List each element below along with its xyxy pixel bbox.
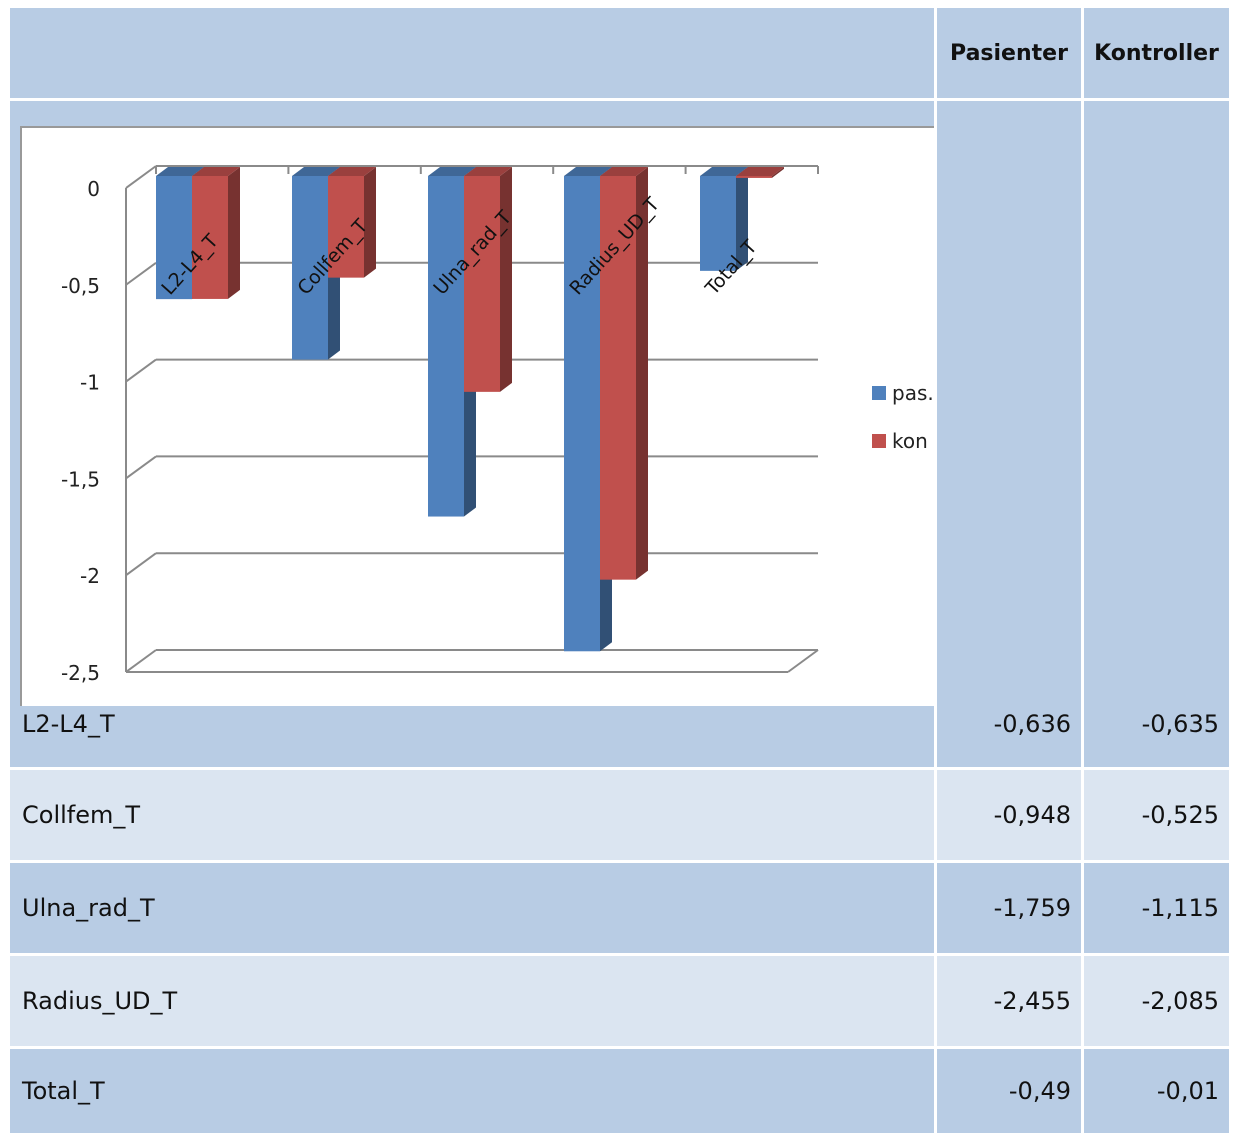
- gridline-depth: [125, 358, 157, 383]
- bar-pas-Ulna_rad_T: [428, 176, 464, 517]
- row-ulna-rad-kontroller: -1,115: [1084, 863, 1229, 953]
- row-label-total: Total_T: [10, 1049, 934, 1133]
- header-blank-cell: [10, 8, 934, 98]
- row-l2-l4-pasienter: -0,636: [937, 680, 1081, 767]
- y-tick-label: -2,5: [61, 661, 100, 685]
- row-l2-l4-kontroller: -0,635: [1084, 680, 1229, 767]
- row-total-kontroller: -0,01: [1084, 1049, 1229, 1133]
- y-tick-label: -1,5: [61, 467, 100, 491]
- bar-side-pas-Total_T: [736, 167, 748, 271]
- bar-kon-Collfem_T: [328, 176, 364, 278]
- gridline-depth: [125, 165, 157, 189]
- row-radius-ud-kontroller: -2,085: [1084, 956, 1229, 1046]
- bar-pas-Total_T: [700, 176, 736, 271]
- bar-top-kon-Total_T: [736, 167, 784, 176]
- bar-top-kon-Collfem_T: [328, 167, 376, 176]
- bar-top-kon-Ulna_rad_T: [464, 167, 512, 176]
- y-tick-label: 0: [87, 177, 100, 201]
- legend-swatch-pas: [872, 386, 886, 400]
- floor-side-edge: [787, 649, 819, 673]
- gridline-depth: [125, 455, 157, 480]
- row-radius-ud-pasienter: -2,455: [937, 956, 1081, 1046]
- row-collfem-kontroller: -0,525: [1084, 770, 1229, 860]
- bar-side-kon-Collfem_T: [364, 167, 376, 278]
- bar-top-kon-L2-L4_T: [192, 167, 240, 176]
- legend-label: pas.: [892, 381, 934, 405]
- gridline-depth: [125, 649, 157, 673]
- bar-kon-Total_T: [736, 176, 772, 178]
- bar-top-pas-L2-L4_T: [156, 167, 204, 176]
- y-tick-label: -1: [80, 371, 100, 395]
- y-tick-label: -0,5: [61, 274, 100, 298]
- row-label-ulna-rad: Ulna_rad_T: [10, 863, 934, 953]
- y-tick-label: -2: [80, 564, 100, 588]
- bar-top-pas-Radius_UD_T: [564, 167, 612, 176]
- bar-kon-Ulna_rad_T: [464, 176, 500, 392]
- bar-top-pas-Total_T: [700, 167, 748, 176]
- bar-top-kon-Radius_UD_T: [600, 167, 648, 176]
- row-label-radius-ud: Radius_UD_T: [10, 956, 934, 1046]
- bar-chart: 0-0,5-1-1,5-2-2,5L2-L4_T Collfem_T Ulna_ra…: [61, 165, 934, 685]
- bar-kon-Radius_UD_T: [600, 176, 636, 580]
- row-collfem-pasienter: -0,948: [937, 770, 1081, 860]
- gridline-depth: [125, 261, 157, 286]
- column-header-pasienter: Pasienter: [937, 8, 1081, 98]
- row-label-collfem: Collfem_T: [10, 770, 934, 860]
- bar-pas-Collfem_T: [292, 176, 328, 360]
- legend-swatch-kon: [872, 434, 886, 448]
- bar-kon-L2-L4_T: [192, 176, 228, 299]
- bar-side-kon-Total_T: [772, 167, 784, 178]
- bar-side-kon-Ulna_rad_T: [500, 167, 512, 392]
- chart-row-pasienter-cell: [937, 101, 1081, 701]
- row-total-pasienter: -0,49: [937, 1049, 1081, 1133]
- chart-panel: 0 -0,5 -1 -1,5 -2 -2,5 L2-L4_T Collfem_T Ulna_ra…: [20, 126, 934, 706]
- bar-side-kon-Radius_UD_T: [636, 167, 648, 580]
- gridline-depth: [125, 552, 157, 577]
- legend-label: kon: [892, 429, 928, 453]
- row-ulna-rad-pasienter: -1,759: [937, 863, 1081, 953]
- bar-pas-L2-L4_T: [156, 176, 192, 300]
- column-header-kontroller: Kontroller: [1084, 8, 1229, 98]
- bar-top-pas-Collfem_T: [292, 167, 340, 176]
- bar-pas-Radius_UD_T: [564, 176, 600, 652]
- bar-top-pas-Ulna_rad_T: [428, 167, 476, 176]
- bar-side-kon-L2-L4_T: [228, 167, 240, 299]
- chart-row-kontroller-cell: [1084, 101, 1229, 701]
